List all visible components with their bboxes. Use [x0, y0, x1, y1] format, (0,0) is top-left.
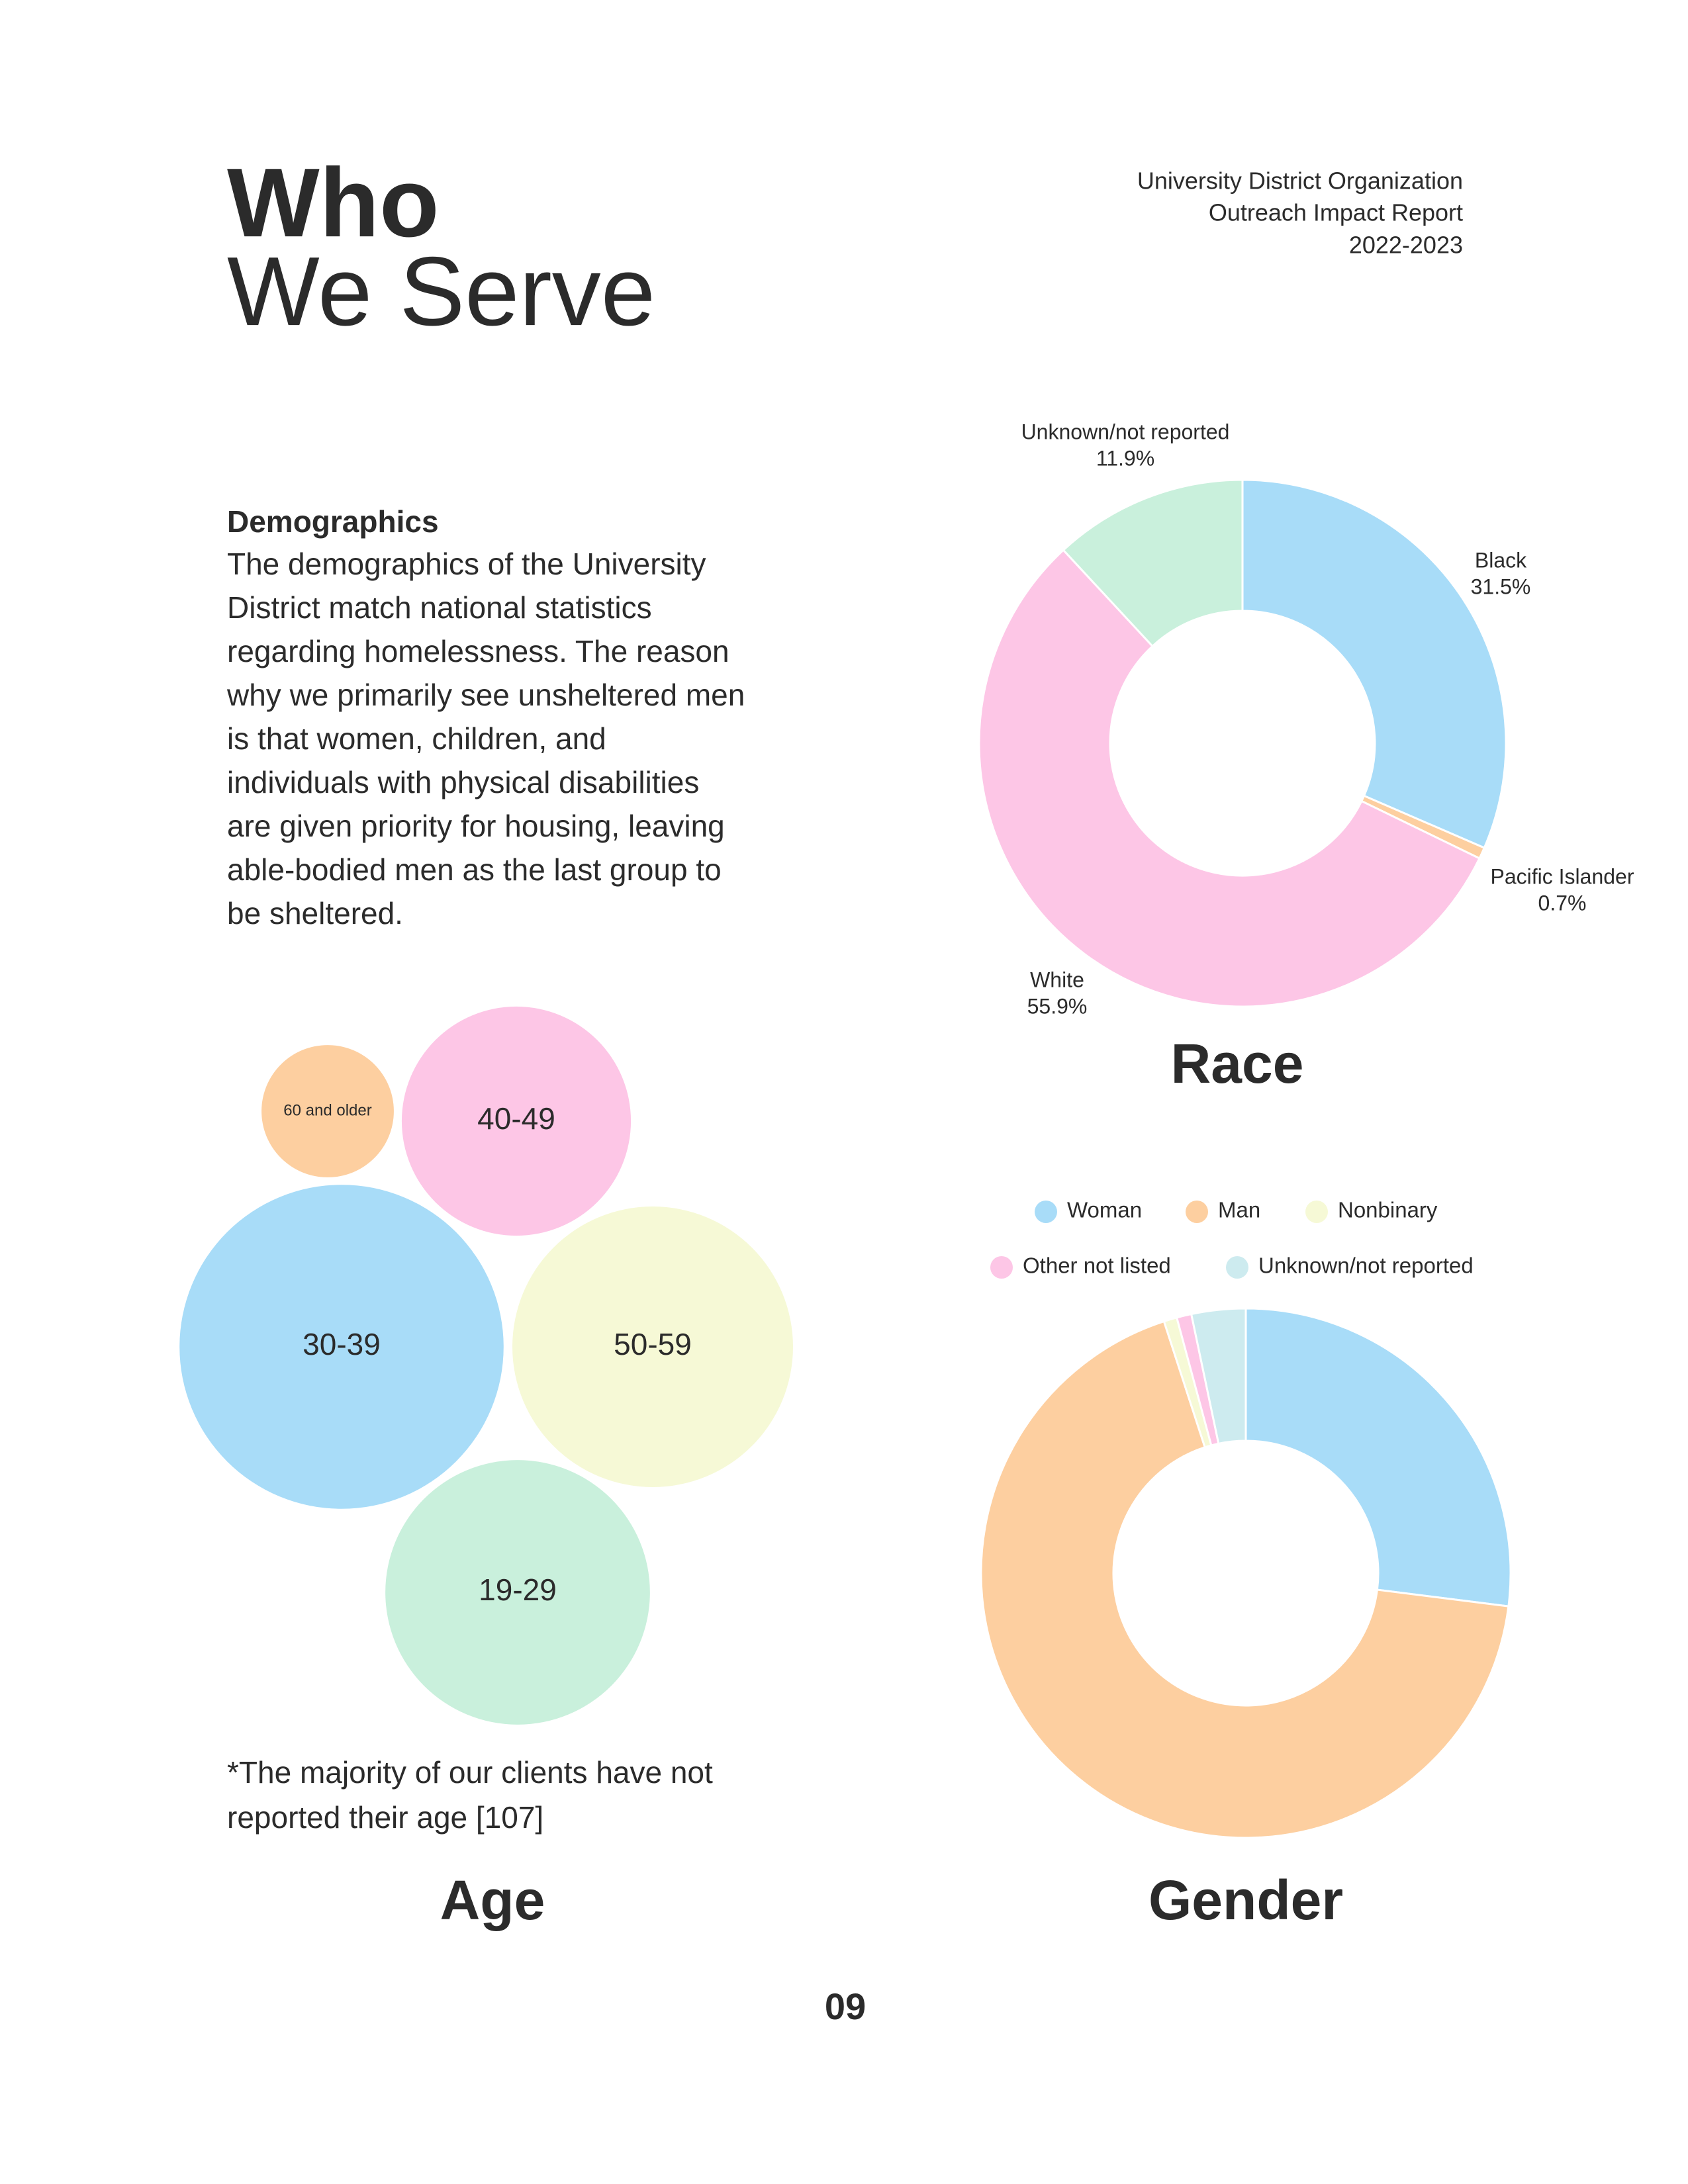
legend-swatch: [1035, 1201, 1057, 1223]
bubble-label: 60 and older: [283, 1101, 371, 1119]
donut-segment: [1062, 478, 1244, 648]
donut-segment: [1190, 1307, 1247, 1445]
bubble-label: 19-29: [479, 1572, 557, 1607]
body-line: why we primarily see unsheltered men: [226, 678, 745, 712]
slice-label: Unknown/not reported: [1021, 420, 1230, 443]
legend-label: Nonbinary: [1338, 1198, 1438, 1222]
bubble-label: 30-39: [303, 1327, 381, 1361]
bubble: [179, 1185, 504, 1509]
body-line: able-bodied men as the last group to: [227, 852, 722, 887]
bubble-label: 40-49: [477, 1101, 555, 1136]
page-number: 09: [825, 1985, 866, 2027]
section-heading: Demographics: [227, 504, 439, 539]
body-line: regarding homelessness. The reason: [227, 634, 729, 668]
legend-swatch: [1226, 1256, 1248, 1279]
note-line: reported their age [107]: [227, 1800, 543, 1835]
chart-title: Gender: [1149, 1869, 1343, 1931]
bubble: [261, 1045, 394, 1177]
legend-label: Woman: [1067, 1198, 1142, 1222]
note-line: *The majority of our clients have not: [227, 1755, 713, 1790]
body-line: is that women, children, and: [227, 721, 606, 756]
org-line: Outreach Impact Report: [1209, 199, 1463, 226]
legend-swatch: [1305, 1201, 1328, 1223]
bubble-label: 50-59: [614, 1327, 692, 1361]
slice-label: White: [1030, 968, 1084, 991]
body-line: District match national statistics: [227, 590, 652, 625]
org-line: 2022-2023: [1349, 232, 1463, 259]
legend-label: Unknown/not reported: [1258, 1253, 1474, 1278]
org-line: University District Organization: [1137, 167, 1463, 195]
legend-swatch: [990, 1256, 1013, 1279]
body-line: be sheltered.: [227, 896, 403, 931]
bubble: [512, 1206, 793, 1487]
bubble: [401, 1006, 632, 1236]
bubble: [385, 1460, 650, 1725]
body-line: individuals with physical disabilities: [227, 765, 699, 799]
slice-value: 0.7%: [1538, 891, 1587, 915]
legend-label: Man: [1218, 1198, 1260, 1222]
chart-title: Race: [1171, 1032, 1304, 1095]
slice-value: 11.9%: [1096, 446, 1154, 470]
legend-label: Other not listed: [1023, 1253, 1171, 1278]
body-line: The demographics of the University: [227, 547, 706, 581]
title-line: Who: [227, 148, 440, 257]
legend-swatch: [1186, 1201, 1208, 1223]
slice-label: Black: [1475, 548, 1527, 572]
donut-segment: [1244, 1307, 1512, 1608]
body-line: are given priority for housing, leaving: [227, 809, 725, 843]
title-line: We Serve: [227, 237, 655, 346]
donut-segment: [1241, 478, 1507, 850]
slice-value: 55.9%: [1027, 994, 1088, 1018]
donut-segment: [980, 1320, 1510, 1839]
slice-value: 31.5%: [1471, 574, 1531, 598]
chart-title: Age: [440, 1869, 545, 1931]
slice-label: Pacific Islander: [1491, 864, 1634, 888]
donut-segment: [978, 549, 1481, 1008]
